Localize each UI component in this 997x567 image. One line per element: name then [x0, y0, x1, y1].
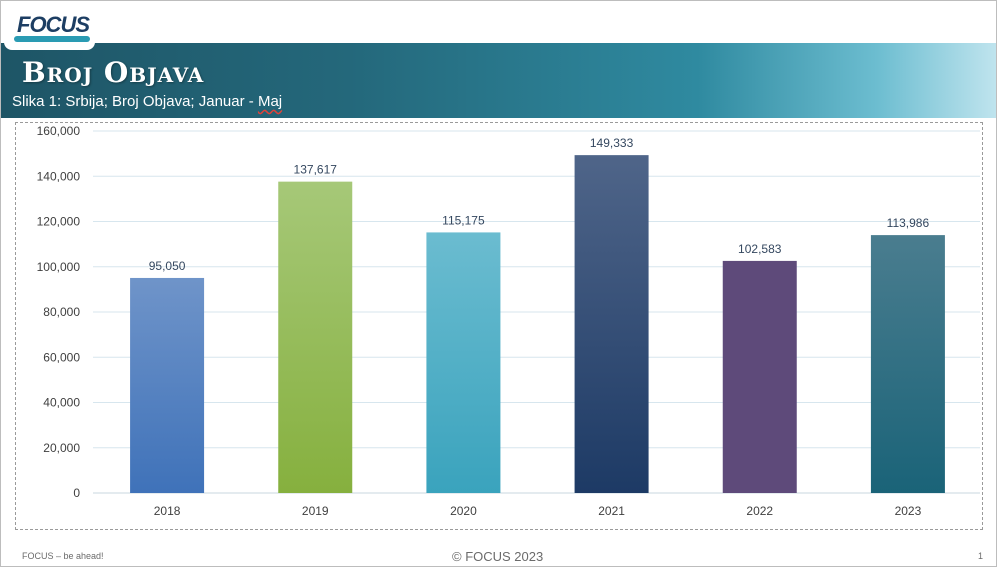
data-label: 113,986: [887, 216, 930, 230]
y-tick-label: 160,000: [37, 124, 81, 138]
x-tick-label: 2022: [746, 504, 773, 518]
bar-2019: [278, 181, 353, 493]
data-label: 115,175: [442, 213, 485, 227]
page-title: Broj Objava: [22, 56, 205, 89]
bar-2021: [574, 155, 649, 493]
bar-2022: [722, 260, 797, 493]
chart-subtitle: Slika 1: Srbija; Broj Objava; Januar - M…: [12, 93, 282, 110]
x-tick-label: 2019: [302, 504, 329, 518]
logo-swoosh-icon: [14, 36, 90, 42]
data-label: 102,583: [738, 242, 782, 256]
footer-copyright: © FOCUS 2023: [452, 549, 544, 564]
focus-logo: FOCUS: [17, 12, 90, 37]
y-tick-label: 0: [73, 486, 80, 500]
x-tick-label: 2023: [895, 504, 922, 518]
page-number: 1: [978, 551, 984, 561]
y-tick-label: 100,000: [37, 260, 81, 274]
header-banner: [1, 43, 996, 118]
data-label: 149,333: [590, 136, 634, 150]
bar-2023: [870, 235, 945, 493]
logo-tab: FOCUS: [4, 1, 95, 50]
y-tick-label: 120,000: [37, 215, 81, 229]
data-label: 137,617: [294, 163, 338, 177]
bar-2018: [130, 277, 205, 493]
bar-2020: [426, 232, 501, 493]
y-tick-label: 40,000: [43, 396, 80, 410]
x-tick-label: 2021: [598, 504, 625, 518]
x-tick-label: 2018: [154, 504, 181, 518]
x-tick-label: 2020: [450, 504, 477, 518]
subtitle-main: Slika 1: Srbija; Broj Objava; Januar -: [12, 93, 258, 110]
chart-area: [15, 122, 983, 530]
y-tick-label: 60,000: [43, 350, 80, 364]
y-tick-label: 80,000: [43, 305, 80, 319]
y-tick-label: 20,000: [43, 441, 80, 455]
y-tick-label: 140,000: [37, 169, 81, 183]
footer-tagline: FOCUS – be ahead!: [22, 551, 104, 561]
data-label: 95,050: [149, 259, 186, 273]
subtitle-underlined: Maj: [257, 93, 283, 110]
